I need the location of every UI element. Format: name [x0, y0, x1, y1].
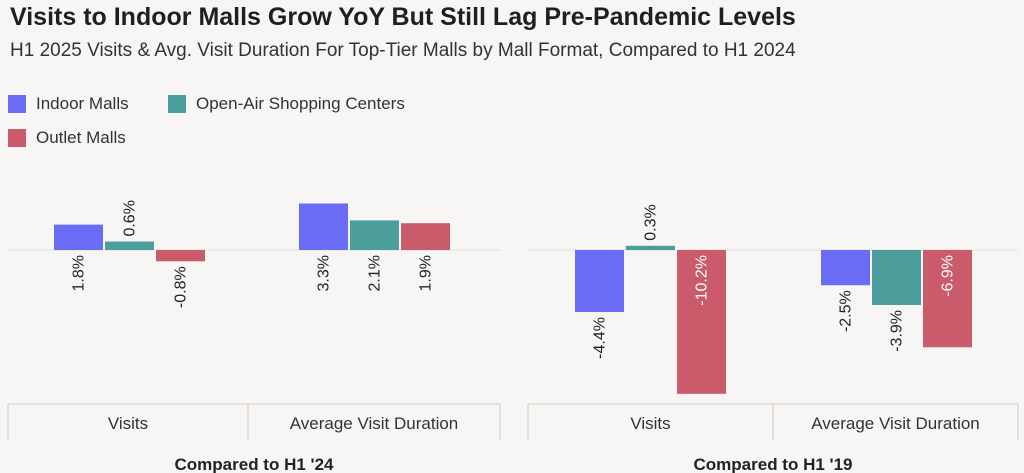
- panel-1-bar-visits-outlet-malls: [156, 250, 205, 262]
- panel-2-value-label-visits-outlet-malls: -10.2%: [694, 255, 711, 306]
- panel-1-value-label-average-visit-duration-outlet-malls: 1.9%: [418, 255, 435, 291]
- panel-2-bar-visits-outlet-malls: [677, 250, 726, 394]
- legend-item-indoor-malls: Indoor Malls: [8, 94, 129, 114]
- panel-1-bar-average-visit-duration-indoor-malls: [299, 203, 348, 250]
- legend-label-open-air: Open-Air Shopping Centers: [196, 94, 405, 113]
- legend-label-indoor-malls: Indoor Malls: [36, 94, 129, 113]
- panel-1-panel-label: Compared to H1 '24: [175, 455, 335, 473]
- chart-subtitle: H1 2025 Visits & Avg. Visit Duration For…: [10, 40, 796, 61]
- panel-2-bar-average-visit-duration-indoor-malls: [821, 250, 870, 286]
- panel-1-bar-average-visit-duration-open-air-shopping-centers: [350, 220, 399, 250]
- panel-1-value-label-visits-outlet-malls: -0.8%: [173, 266, 190, 308]
- panel-2-bar-visits-indoor-malls: [575, 250, 624, 313]
- chart-title: Visits to Indoor Malls Grow YoY But Stil…: [10, 3, 796, 31]
- legend-swatch-open-air: [168, 95, 186, 113]
- panel-2-value-label-visits-open-air-shopping-centers: 0.3%: [643, 204, 660, 240]
- panel-1-value-label-average-visit-duration-indoor-malls: 3.3%: [316, 255, 333, 291]
- panel-2-bar-average-visit-duration-open-air-shopping-centers: [872, 250, 921, 305]
- panel-1-value-label-visits-indoor-malls: 1.8%: [71, 255, 88, 291]
- panel-2-bar-visits-open-air-shopping-centers: [626, 245, 675, 250]
- legend-item-open-air: Open-Air Shopping Centers: [168, 94, 405, 114]
- legend-swatch-indoor-malls: [8, 95, 26, 113]
- panel-2-value-label-visits-indoor-malls: -4.4%: [592, 317, 609, 359]
- panel-2-category-label-average-visit-duration: Average Visit Duration: [811, 414, 980, 433]
- panel-1-bar-visits-open-air-shopping-centers: [105, 241, 154, 250]
- panel-1-bar-average-visit-duration-outlet-malls: [401, 223, 450, 250]
- panel-1-value-label-visits-open-air-shopping-centers: 0.6%: [122, 200, 139, 236]
- panel-2-value-label-average-visit-duration-outlet-malls: -6.9%: [940, 255, 957, 297]
- legend-swatch-outlet-malls: [8, 129, 26, 147]
- panel-2-bar-average-visit-duration-outlet-malls: [923, 250, 972, 348]
- panel-1-bar-visits-indoor-malls: [54, 224, 103, 250]
- panel-1-value-label-average-visit-duration-open-air-shopping-centers: 2.1%: [367, 255, 384, 291]
- panel-2-value-label-average-visit-duration-indoor-malls: -2.5%: [838, 290, 855, 332]
- legend-item-outlet-malls: Outlet Malls: [8, 128, 126, 148]
- panel-2-value-label-average-visit-duration-open-air-shopping-centers: -3.9%: [889, 310, 906, 352]
- panel-1-category-label-average-visit-duration: Average Visit Duration: [290, 414, 459, 433]
- panel-2-panel-label: Compared to H1 '19: [694, 455, 853, 473]
- panel-1-category-label-visits: Visits: [108, 414, 148, 433]
- panel-2-category-label-visits: Visits: [630, 414, 670, 433]
- legend-label-outlet-malls: Outlet Malls: [36, 128, 126, 147]
